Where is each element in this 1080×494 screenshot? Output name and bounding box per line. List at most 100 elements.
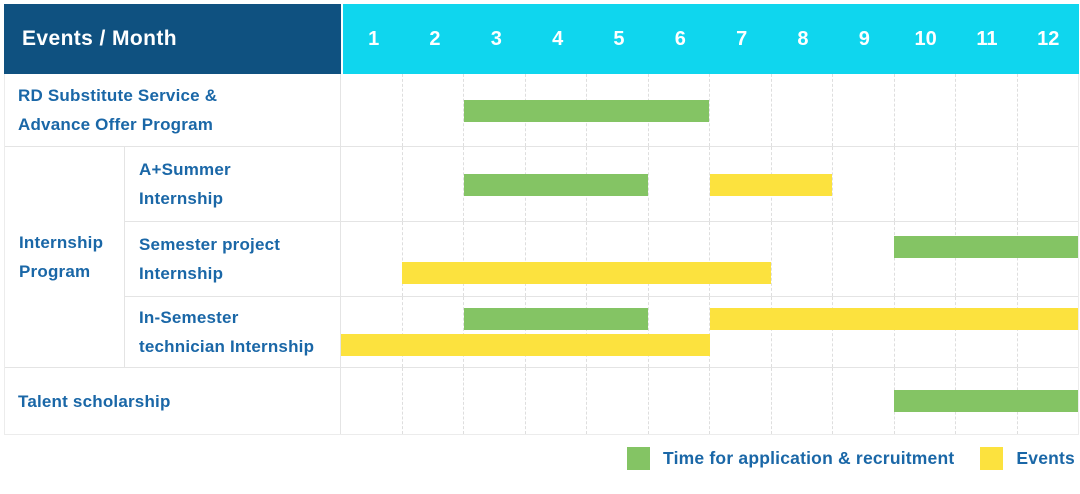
month-grid-cell: [586, 368, 648, 434]
internship-program-group: Internship Program A+Summer Internship Semes…: [5, 147, 1078, 368]
event-label-line: Semester project: [139, 235, 281, 254]
month-grid-cell: [832, 222, 894, 296]
month-grid-cell: [709, 147, 771, 221]
month-grid-cell: [647, 147, 710, 221]
month-grid-cell: [832, 147, 894, 221]
gantt-bar-yellow: [341, 334, 710, 356]
month-grid-cell: [341, 74, 402, 146]
month-grid-cell: [647, 222, 710, 296]
event-row: RD Substitute Service & Advance Offer Pro…: [5, 74, 1078, 147]
event-label: Talent scholarship: [5, 368, 341, 434]
month-grid-cell: [832, 297, 894, 367]
month-grid-cell: [1016, 74, 1079, 146]
month-grid-cell: [401, 297, 464, 367]
event-label: RD Substitute Service & Advance Offer Pro…: [5, 74, 341, 146]
event-label: Semester project Internship: [125, 222, 341, 296]
month-header-label: 6: [674, 27, 686, 50]
event-row-sub: Semester project Internship: [125, 222, 1078, 297]
event-label-line: Internship: [139, 189, 224, 208]
gantt-bar-green: [463, 174, 649, 196]
month-grid-cell: [341, 368, 402, 434]
legend: Time for application & recruitment Events: [627, 447, 1075, 470]
month-grid: [341, 297, 1078, 367]
group-label-line: Program: [19, 262, 91, 281]
month-grid-cell: [709, 297, 771, 367]
month-header-label: 3: [490, 27, 502, 50]
event-label-line: Advance Offer Program: [18, 115, 214, 134]
month-grid: [341, 147, 1078, 221]
month-grid-cell: [955, 74, 1017, 146]
month-grid-cell: [401, 368, 464, 434]
group-label: Internship Program: [5, 147, 125, 367]
month-grid-cell: [401, 222, 464, 296]
month-grid-cell: [893, 222, 956, 296]
gantt-bar-yellow: [709, 174, 833, 196]
event-label-line: A+Summer: [139, 160, 231, 179]
month-grid-cell: [463, 147, 525, 221]
group-label-line: Internship: [19, 233, 104, 252]
month-grid-cell: [770, 297, 833, 367]
month-grid-cell: [647, 368, 710, 434]
month-grid-cell: [709, 368, 771, 434]
legend-swatch-green: [627, 447, 651, 470]
month-grid-cell: [463, 368, 525, 434]
month-grid-cell: [709, 222, 771, 296]
event-row: Talent scholarship: [5, 368, 1078, 434]
month-header-label: 12: [1037, 27, 1060, 50]
month-header-label: 1: [368, 27, 380, 50]
month-grid-cell: [524, 368, 587, 434]
gantt-bar-green: [893, 236, 1078, 258]
event-label: In-Semester technician Internship: [125, 297, 341, 367]
table-header-row: Events / Month 1 2 3 4 5 6 7 8 9 10 11 12: [4, 4, 1079, 74]
month-grid-cell: [1016, 222, 1079, 296]
month-grid: [341, 222, 1078, 296]
month-header-label: 10: [914, 27, 937, 50]
group-rows: A+Summer Internship Semester project Intern…: [125, 147, 1078, 367]
legend-item: Time for application & recruitment: [627, 447, 954, 470]
month-grid-cell: [524, 297, 587, 367]
month-grid-cell: [893, 297, 956, 367]
month-header-label: 2: [429, 27, 441, 50]
month-grid-cell: [586, 222, 648, 296]
month-header-label: 7: [736, 27, 748, 50]
month-grid-cell: [401, 147, 464, 221]
month-grid-cell: [341, 222, 402, 296]
month-grid-cell: [770, 74, 833, 146]
month-grid-cell: [463, 297, 525, 367]
gantt-bar-green: [893, 390, 1078, 412]
legend-swatch-yellow: [980, 447, 1004, 470]
month-grid-cell: [401, 74, 464, 146]
month-grid-cell: [770, 368, 833, 434]
legend-label: Events: [1016, 448, 1075, 468]
month-header-cells: 1 2 3 4 5 6 7 8 9 10 11 12: [343, 4, 1079, 74]
event-label-line: RD Substitute Service &: [18, 86, 218, 105]
month-grid-cell: [709, 74, 771, 146]
legend-item: Events: [980, 447, 1075, 470]
event-label-line: In-Semester: [139, 308, 239, 327]
event-label: A+Summer Internship: [125, 147, 341, 221]
month-grid-cell: [524, 222, 587, 296]
gantt-bar-green: [463, 100, 710, 122]
event-label-line: Talent scholarship: [18, 391, 171, 411]
month-header-label: 9: [858, 27, 870, 50]
event-row-sub: A+Summer Internship: [125, 147, 1078, 222]
event-row-sub: In-Semester technician Internship: [125, 297, 1078, 367]
month-grid-cell: [955, 147, 1017, 221]
month-grid-cell: [647, 297, 710, 367]
month-grid-cell: [893, 147, 956, 221]
event-label-line: technician Internship: [139, 337, 315, 356]
events-month-header-cell: Events / Month: [4, 4, 341, 74]
month-grid-cell: [463, 74, 525, 146]
month-grid-cell: [955, 297, 1017, 367]
month-header-label: 5: [613, 27, 625, 50]
month-grid-cell: [1016, 297, 1079, 367]
month-grid-cell: [955, 222, 1017, 296]
month-grid-cell: [586, 297, 648, 367]
month-grid-cell: [463, 222, 525, 296]
month-grid-cell: [832, 368, 894, 434]
month-header-label: 8: [797, 27, 809, 50]
month-grid: [341, 368, 1078, 434]
month-grid-cell: [832, 74, 894, 146]
gantt-bar-yellow: [709, 308, 1078, 330]
